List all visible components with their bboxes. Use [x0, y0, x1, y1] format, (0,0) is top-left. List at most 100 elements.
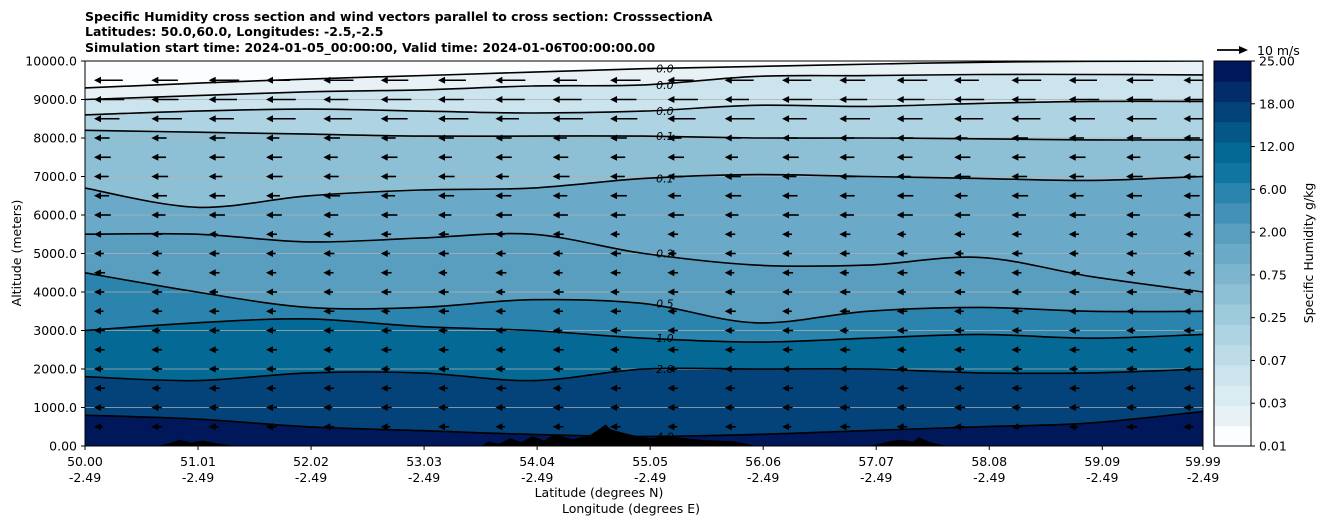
colorbar-cell-6 — [1214, 304, 1251, 325]
contour-label-9: 4.0 — [656, 430, 674, 443]
x-tick-label-lon-9: -2.49 — [1086, 470, 1118, 485]
wind-vector — [438, 327, 448, 334]
wind-vector — [266, 211, 282, 219]
colorbar-tick-label-3: 0.25 — [1259, 310, 1287, 325]
y-tick-label-1: 1000.0 — [33, 400, 77, 415]
wind-vector — [724, 230, 736, 238]
wind-vector — [1068, 288, 1080, 296]
wind-vector — [552, 192, 568, 200]
wind-vector — [1126, 384, 1136, 392]
wind-vector — [610, 307, 621, 315]
colorbar-cell-2 — [1214, 385, 1251, 406]
wind-vector — [266, 404, 278, 411]
wind-vector — [667, 134, 682, 142]
wind-vector — [724, 288, 735, 296]
wind-vector — [839, 115, 870, 123]
wind-vector — [1183, 346, 1194, 354]
wind-vector — [1011, 346, 1022, 354]
wind-vector — [208, 365, 219, 373]
wind-scale-key: 10 m/s — [1217, 43, 1300, 58]
x-tick-label-lat-2: 52.02 — [293, 454, 329, 469]
colorbar-cell-11 — [1214, 202, 1251, 224]
wind-vector — [1126, 423, 1138, 431]
wind-vector — [94, 134, 110, 142]
wind-vector — [208, 346, 219, 354]
wind-vector — [667, 192, 682, 200]
wind-vector — [323, 307, 335, 315]
wind-vector — [94, 230, 105, 238]
wind-vector — [782, 153, 799, 161]
wind-vector — [495, 96, 525, 103]
contour-line-5 — [85, 232, 1203, 293]
wind-vector — [896, 346, 907, 354]
contour-label-2: 0.0 — [656, 105, 674, 118]
wind-vector — [495, 288, 506, 296]
colorbar-tick-label-1: 0.03 — [1259, 396, 1287, 411]
colorbar-cell-9 — [1214, 243, 1251, 265]
wind-vector — [782, 384, 793, 392]
wind-vector — [954, 404, 966, 411]
wind-vector — [438, 153, 452, 161]
wind-vector — [380, 423, 391, 431]
wind-vector — [94, 288, 105, 296]
wind-vector — [208, 173, 223, 180]
wind-vector — [94, 404, 105, 411]
wind-vector — [94, 192, 110, 200]
wind-vector — [1126, 96, 1153, 103]
wind-vector — [896, 384, 908, 392]
wind-vector — [1183, 153, 1200, 161]
contour-label-5: 0.2 — [656, 248, 674, 261]
wind-vector — [782, 173, 797, 180]
wind-vector — [323, 192, 341, 200]
contour-label-7: 1.0 — [656, 332, 674, 345]
wind-vector — [380, 134, 396, 142]
wind-vector — [610, 250, 622, 257]
wind-vector — [495, 346, 506, 354]
wind-vector — [552, 134, 567, 142]
wind-vector — [1183, 365, 1194, 373]
wind-vector — [380, 365, 390, 373]
wind-vector — [782, 96, 813, 103]
wind-vector — [954, 211, 971, 219]
wind-vector — [896, 134, 914, 142]
wind-vector — [208, 230, 218, 238]
wind-vector — [1011, 365, 1023, 373]
wind-vector — [438, 404, 449, 411]
wind-vector — [896, 423, 907, 431]
wind-vector — [1126, 192, 1142, 200]
wind-vector — [954, 230, 965, 238]
wind-vector — [151, 423, 163, 431]
wind-vector — [724, 269, 735, 277]
wind-vector — [724, 327, 735, 334]
wind-vector — [552, 269, 563, 277]
wind-vector — [552, 365, 564, 373]
wind-vector — [1068, 153, 1086, 161]
wind-vector — [94, 211, 111, 219]
wind-vector — [1068, 211, 1086, 219]
wind-vector — [266, 96, 296, 103]
wind-vector — [724, 96, 749, 103]
wind-vector — [323, 173, 339, 180]
wind-vector — [1183, 192, 1200, 200]
wind-vector — [1183, 134, 1200, 142]
y-axis: 0.00 1000.0 2000.0 3000.0 4000.0 5000.0 6000.0… — [25, 54, 85, 454]
wind-vector — [380, 404, 392, 411]
wind-vector — [896, 76, 928, 84]
wind-vector — [667, 211, 684, 219]
contour-label-8: 2.0 — [656, 363, 674, 376]
colorbar-cell-1 — [1214, 405, 1251, 427]
wind-vector — [1068, 115, 1095, 123]
wind-vector — [1068, 250, 1079, 257]
wind-vector — [208, 384, 220, 392]
wind-vector — [552, 115, 583, 123]
y-axis-label: Altitude (meters) — [9, 200, 24, 307]
wind-vector — [208, 404, 219, 411]
x-tick-label-lat-7: 57.07 — [858, 454, 894, 469]
y-tick-label-7: 7000.0 — [33, 169, 77, 184]
wind-vector — [1011, 134, 1029, 142]
wind-vector — [380, 192, 396, 200]
wind-vector — [896, 365, 908, 373]
wind-vector — [208, 307, 220, 315]
wind-vector — [1011, 423, 1023, 431]
wind-vector — [782, 423, 792, 431]
